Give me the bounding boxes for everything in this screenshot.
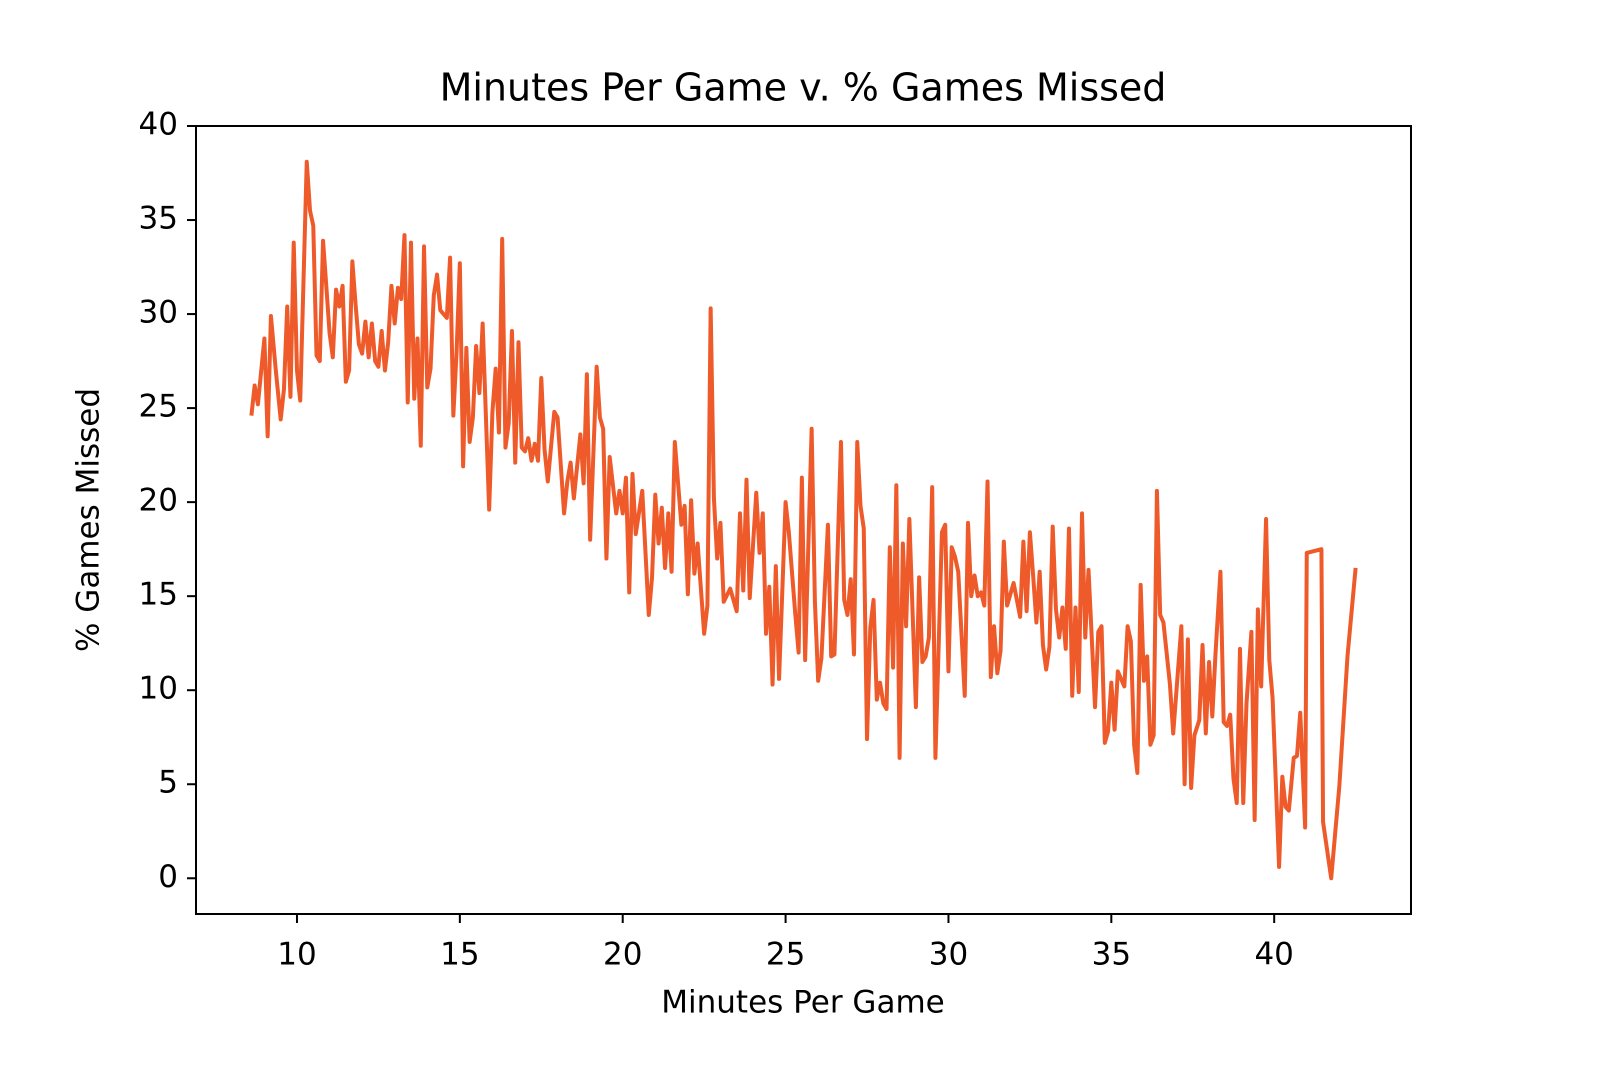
y-axis-label: % Games Missed [71, 388, 107, 652]
y-tick-label: 0 [158, 859, 178, 895]
y-tick-label: 35 [139, 201, 178, 237]
y-tick-label: 40 [139, 107, 178, 143]
chart-title: Minutes Per Game v. % Games Missed [440, 66, 1167, 110]
x-tick-label: 10 [277, 937, 316, 973]
y-tick-label: 25 [139, 389, 178, 425]
x-tick-label: 25 [766, 937, 805, 973]
y-tick-label: 10 [139, 671, 178, 707]
y-tick-label: 30 [139, 295, 178, 331]
data-line [249, 159, 1358, 881]
x-axis-label: Minutes Per Game [661, 985, 944, 1021]
x-tick-label: 40 [1254, 937, 1293, 973]
y-tick-label: 20 [139, 483, 178, 519]
x-tick-label: 35 [1092, 937, 1131, 973]
y-tick-label: 15 [139, 577, 178, 613]
x-tick-label: 20 [603, 937, 642, 973]
y-tick-label: 5 [158, 765, 178, 801]
x-tick-label: 30 [929, 937, 968, 973]
x-tick-label: 15 [440, 937, 479, 973]
plot-frame [195, 125, 1412, 915]
